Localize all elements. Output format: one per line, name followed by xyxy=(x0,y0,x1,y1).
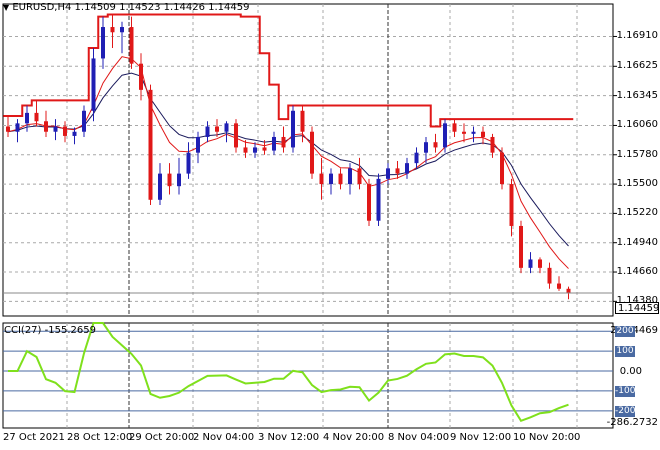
candle-body[interactable] xyxy=(186,152,191,174)
candle-body[interactable] xyxy=(177,173,181,187)
candle-body[interactable] xyxy=(348,168,352,185)
candle-body[interactable] xyxy=(528,259,533,268)
candle-body[interactable] xyxy=(414,152,419,164)
cci-level-label: -100 xyxy=(615,385,636,397)
candle-body[interactable] xyxy=(262,147,267,151)
candle-body[interactable] xyxy=(291,110,295,148)
candle-body[interactable] xyxy=(44,121,48,132)
candle-body[interactable] xyxy=(63,126,67,136)
time-tick-label: 8 Nov 04:00 xyxy=(388,432,450,443)
candle-body[interactable] xyxy=(338,173,343,185)
candle-body[interactable] xyxy=(376,178,381,221)
candle-body[interactable] xyxy=(120,27,124,33)
price-tick-label: 1.15500 xyxy=(616,178,658,190)
candle-body[interactable] xyxy=(6,126,10,132)
candle-body[interactable] xyxy=(234,123,238,148)
candle-body[interactable] xyxy=(538,259,542,268)
candle-body[interactable] xyxy=(82,110,86,132)
candle-body[interactable] xyxy=(196,136,200,153)
candle-body[interactable] xyxy=(110,27,115,33)
time-tick-label: 9 Nov 12:00 xyxy=(450,432,512,443)
candle-body[interactable] xyxy=(357,168,362,185)
candle-body[interactable] xyxy=(481,131,485,137)
candle-body[interactable] xyxy=(386,168,390,179)
candle-body[interactable] xyxy=(224,123,229,132)
candle-body[interactable] xyxy=(101,27,105,59)
candle-body[interactable] xyxy=(471,131,476,134)
price-tick-label: 1.14660 xyxy=(616,266,658,278)
candle-body[interactable] xyxy=(281,136,286,148)
candle-body[interactable] xyxy=(490,136,495,153)
ma-fast-line xyxy=(7,56,569,269)
candle-body[interactable] xyxy=(319,173,324,185)
price-pane-frame xyxy=(2,3,614,317)
candle-body[interactable] xyxy=(509,184,514,226)
candle-body[interactable] xyxy=(547,267,552,284)
candle-body[interactable] xyxy=(15,123,20,132)
candle-body[interactable] xyxy=(424,142,428,153)
candle-body[interactable] xyxy=(139,63,143,90)
price-tick-label: 1.14940 xyxy=(616,236,658,248)
time-tick-label: 27 Oct 2021 xyxy=(3,432,65,443)
candle-body[interactable] xyxy=(557,283,561,289)
price-tick-label: 1.16060 xyxy=(616,119,658,131)
price-tick-label: 1.16910 xyxy=(616,30,658,42)
time-tick-label: 3 Nov 12:00 xyxy=(258,432,320,443)
candle-body[interactable] xyxy=(148,89,153,200)
candle-body[interactable] xyxy=(167,173,172,187)
candle-body[interactable] xyxy=(25,112,29,124)
chart-header: ▼ EURUSD,H4 1.14509 1.14523 1.14426 1.14… xyxy=(3,2,250,14)
time-tick-label: 10 Nov 20:00 xyxy=(513,432,581,443)
envelope-line xyxy=(3,13,574,128)
candle-body[interactable] xyxy=(310,131,314,174)
candle-body[interactable] xyxy=(566,288,571,293)
candle-body[interactable] xyxy=(433,142,438,148)
candle-body[interactable] xyxy=(72,131,77,136)
time-tick-label: 28 Oct 12:00 xyxy=(67,432,133,443)
price-tick-label: 1.15780 xyxy=(616,148,658,160)
cci-header: CCI(27) -155.2659 xyxy=(4,325,96,336)
time-tick-label: 29 Oct 20:00 xyxy=(129,432,195,443)
candle-body[interactable] xyxy=(443,123,447,148)
cci-bottom-value: -286.2732 xyxy=(606,417,658,428)
candle-body[interactable] xyxy=(519,225,523,268)
header-arrow-icon[interactable]: ▼ xyxy=(3,3,10,12)
cci-level-label: 200 xyxy=(615,326,635,338)
candle-body[interactable] xyxy=(129,27,134,64)
cci-line xyxy=(8,322,569,423)
symbol-label: EURUSD,H4 xyxy=(12,2,72,13)
price-tick-label: 1.16345 xyxy=(616,89,658,101)
current-price-value: 1.14459 xyxy=(618,303,660,314)
ohlc-label: 1.14509 1.14523 1.14426 1.14459 xyxy=(74,2,250,13)
price-tick-label: 1.14380 xyxy=(616,295,658,307)
candle-body[interactable] xyxy=(367,184,371,221)
candle-body[interactable] xyxy=(395,168,400,174)
cci-level-label: 0.00 xyxy=(619,366,642,378)
candle-body[interactable] xyxy=(158,173,162,200)
candle-body[interactable] xyxy=(205,126,210,137)
time-tick-label: 4 Nov 20:00 xyxy=(323,432,385,443)
candle-body[interactable] xyxy=(462,131,466,134)
current-price-label: 1.14459 xyxy=(615,302,659,314)
candle-body[interactable] xyxy=(329,173,333,185)
price-tick-label: 1.16625 xyxy=(616,60,658,72)
candle-body[interactable] xyxy=(53,126,58,132)
candle-body[interactable] xyxy=(405,163,409,174)
price-tick-label: 1.15220 xyxy=(616,207,658,219)
candle-body[interactable] xyxy=(500,152,504,185)
candle-body[interactable] xyxy=(215,126,219,132)
candle-body[interactable] xyxy=(243,147,248,153)
time-tick-label: 2 Nov 04:00 xyxy=(193,432,255,443)
cci-level-label: 100 xyxy=(615,346,635,358)
cci-pane-frame xyxy=(2,322,614,429)
candle-body[interactable] xyxy=(272,136,276,151)
candle-body[interactable] xyxy=(452,123,457,132)
candle-body[interactable] xyxy=(34,112,39,122)
candle-body[interactable] xyxy=(91,58,96,111)
candle-body[interactable] xyxy=(300,110,305,132)
cci-level-label: -200 xyxy=(615,405,636,417)
candle-body[interactable] xyxy=(253,147,257,153)
